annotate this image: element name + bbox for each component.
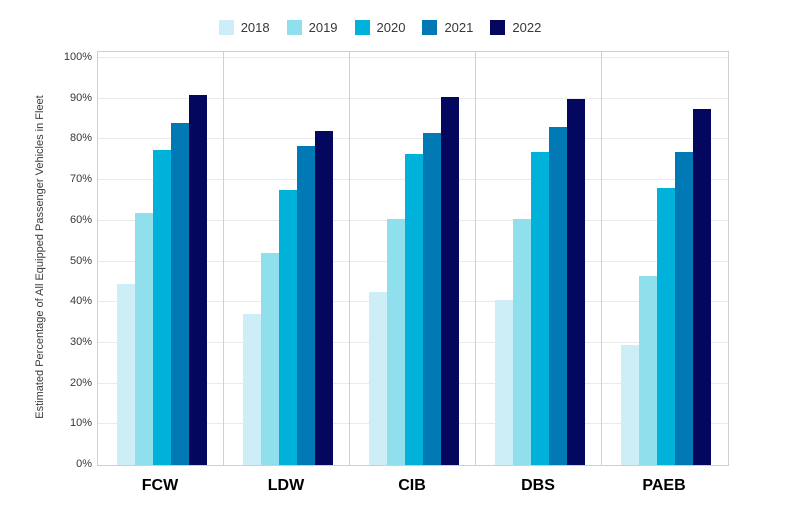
legend-item-2020[interactable]: 2020 <box>354 20 406 35</box>
bar-PAEB-2019[interactable] <box>639 275 657 465</box>
bar-FCW-2021[interactable] <box>171 123 189 465</box>
bar-CIB-2019[interactable] <box>387 218 405 465</box>
bar-LDW-2020[interactable] <box>279 190 297 465</box>
legend-item-2022[interactable]: 2022 <box>490 20 541 35</box>
bar-CIB-2021[interactable] <box>423 133 441 465</box>
bar-CIB-2022[interactable] <box>441 96 459 465</box>
bar-group-FCW <box>117 94 207 465</box>
bar-DBS-2021[interactable] <box>549 127 567 465</box>
bar-PAEB-2021[interactable] <box>675 151 693 465</box>
bar-group-PAEB <box>621 108 711 465</box>
panel-FCW <box>98 52 224 465</box>
legend: 2018 2019 2020 2021 2022 <box>0 20 760 35</box>
bar-CIB-2018[interactable] <box>369 292 387 465</box>
panel-CIB <box>350 52 476 465</box>
bar-PAEB-2022[interactable] <box>693 108 711 465</box>
category-axis: FCW LDW CIB DBS PAEB <box>97 477 729 495</box>
y-tick-label-50: 50% <box>69 254 92 267</box>
panel-LDW <box>224 52 350 465</box>
legend-item-2021[interactable]: 2021 <box>422 20 473 35</box>
legend-swatch <box>286 20 302 35</box>
bar-LDW-2018[interactable] <box>243 314 261 465</box>
bar-FCW-2018[interactable] <box>117 283 135 465</box>
bar-LDW-2022[interactable] <box>315 131 333 465</box>
bar-DBS-2019[interactable] <box>513 218 531 465</box>
y-tick-label-100: 100% <box>63 51 92 63</box>
bar-group-DBS <box>495 98 585 465</box>
bar-LDW-2019[interactable] <box>261 253 279 465</box>
bar-FCW-2019[interactable] <box>135 212 153 465</box>
bar-PAEB-2018[interactable] <box>621 344 639 465</box>
bar-DBS-2020[interactable] <box>531 151 549 465</box>
gridline-90 <box>98 97 728 99</box>
legend-swatch <box>354 20 370 35</box>
legend-swatch <box>490 20 506 35</box>
plot-area <box>97 51 729 466</box>
bar-PAEB-2020[interactable] <box>657 188 675 465</box>
y-tick-label-10: 10% <box>69 417 92 430</box>
legend-swatch <box>422 20 438 35</box>
y-tick-label-90: 90% <box>69 91 92 104</box>
category-label-FCW: FCW <box>141 477 179 494</box>
legend-label: 2021 <box>444 20 474 35</box>
panel-PAEB <box>602 52 728 465</box>
y-tick-label-60: 60% <box>69 213 92 226</box>
category-label-PAEB: PAEB <box>642 477 686 494</box>
bar-CIB-2020[interactable] <box>405 153 423 465</box>
y-tick-label-0: 0% <box>76 458 92 470</box>
bar-group-LDW <box>243 131 333 465</box>
category-label-LDW: LDW <box>267 477 305 494</box>
y-tick-label-20: 20% <box>69 376 92 389</box>
y-tick-label-80: 80% <box>69 132 92 145</box>
legend-item-2018[interactable]: 2018 <box>218 20 270 35</box>
legend-label: 2018 <box>240 20 270 35</box>
gridline-80 <box>98 138 728 140</box>
legend-label: 2022 <box>512 20 542 35</box>
legend-label: 2020 <box>376 20 406 35</box>
y-tick-label-40: 40% <box>69 295 92 308</box>
bar-FCW-2020[interactable] <box>153 149 171 465</box>
y-tick-label-30: 30% <box>69 335 92 348</box>
gridline-100 <box>98 57 728 58</box>
category-label-DBS: DBS <box>521 477 555 494</box>
y-tick-label-70: 70% <box>69 173 92 186</box>
bar-DBS-2018[interactable] <box>495 300 513 465</box>
legend-swatch <box>218 20 234 35</box>
bar-DBS-2022[interactable] <box>567 98 585 465</box>
panel-DBS <box>476 52 602 465</box>
category-label-CIB: CIB <box>398 477 426 494</box>
bar-group-CIB <box>369 96 459 465</box>
legend-item-2019[interactable]: 2019 <box>286 20 338 35</box>
panels <box>98 52 728 465</box>
bar-FCW-2022[interactable] <box>189 94 207 465</box>
legend-label: 2019 <box>308 20 338 35</box>
bar-LDW-2021[interactable] <box>297 145 315 465</box>
